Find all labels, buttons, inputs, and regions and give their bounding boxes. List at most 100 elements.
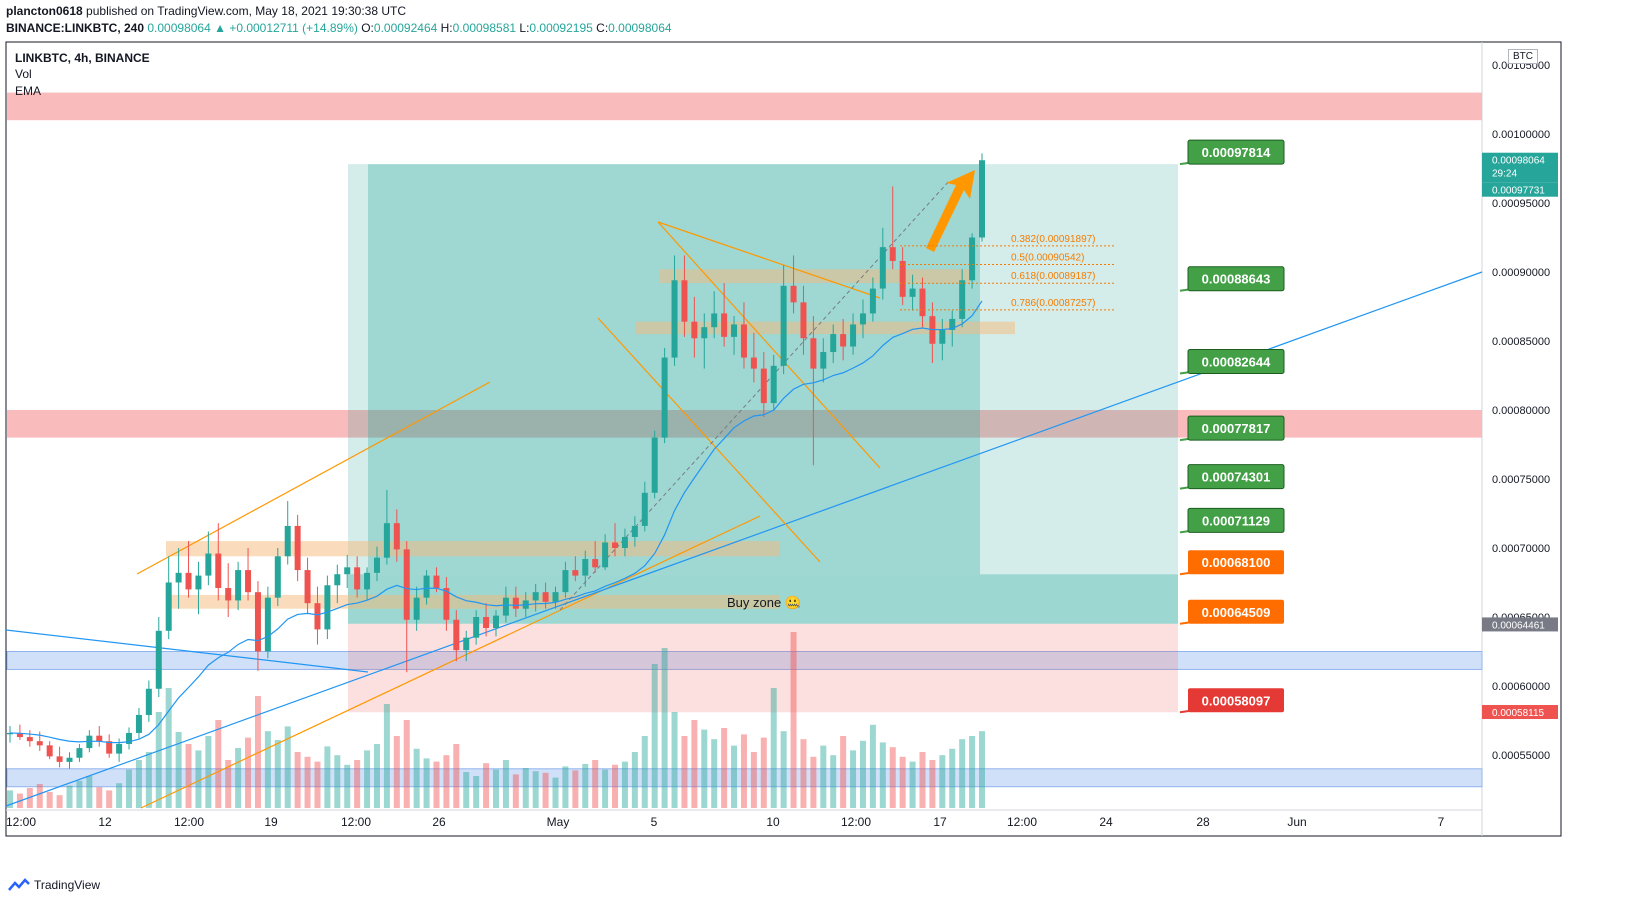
volume-bar-8 <box>86 776 93 808</box>
time-axis: 12:00 12 12:00 19 12:00 26 May 5 10 12:00 17 12:00 2… <box>6 815 1445 829</box>
candle-body-55 <box>552 592 559 602</box>
candle-body-70 <box>701 327 708 339</box>
candle-60 <box>602 534 609 571</box>
volume-bar-38 <box>383 704 390 808</box>
candle-61 <box>612 523 619 557</box>
candle-body-67 <box>671 280 678 358</box>
volume-bar-63 <box>631 752 638 808</box>
candle-body-6 <box>66 757 73 762</box>
candle-42 <box>423 570 430 605</box>
tradingview-label: TradingView <box>34 878 101 892</box>
candle-body-48 <box>483 617 490 629</box>
ema-legend[interactable]: EMA <box>15 84 42 98</box>
candle-body-83 <box>830 334 837 353</box>
low-value: 0.00092195 <box>529 21 593 35</box>
candle-20 <box>205 531 212 586</box>
ema-line <box>9 300 983 744</box>
candle-53 <box>532 583 539 612</box>
time-tick-13: 28 <box>1196 815 1210 829</box>
candle-63 <box>631 516 638 547</box>
volume-bar-6 <box>66 785 73 808</box>
candle-91 <box>909 274 916 311</box>
candle-59 <box>592 541 599 573</box>
zone-support-2 <box>6 651 1483 670</box>
target-text-5: 0.00071129 <box>1202 513 1270 528</box>
candle-body-23 <box>235 570 242 601</box>
symbol-legend[interactable]: LINKBTC, 4h, BINANCE <box>15 51 150 65</box>
volume-bar-54 <box>542 772 549 808</box>
candle-37 <box>373 546 380 582</box>
candle-body-31 <box>314 603 321 630</box>
tradingview-brand[interactable]: TradingView <box>8 878 100 892</box>
candle-body-77 <box>770 365 777 404</box>
target-label-8[interactable]: 0.00058097 <box>1179 688 1284 714</box>
candle-7 <box>76 743 83 762</box>
price-tick-6: 0.00075000 <box>1492 474 1550 486</box>
volume-bar-78 <box>780 731 787 808</box>
volume-bar-90 <box>899 756 906 808</box>
volume-bar-83 <box>830 755 837 808</box>
candle-49 <box>493 610 499 637</box>
trendline-6 <box>657 221 881 299</box>
target-label-5[interactable]: 0.00071129 <box>1179 507 1285 534</box>
candle-25 <box>254 581 261 671</box>
targets-layer: 0.00097814 0.00088643 0.00082644 0.00077817… <box>1179 139 1285 714</box>
volume-bar-47 <box>473 776 480 808</box>
target-label-1[interactable]: 0.00088643 <box>1179 266 1285 292</box>
ema-layer <box>9 300 983 744</box>
candle-94 <box>939 318 946 361</box>
volume-bar-87 <box>869 724 876 808</box>
trendline-5 <box>657 221 881 469</box>
time-tick-6: May <box>547 815 570 829</box>
target-label-6[interactable]: 0.00068100 <box>1179 550 1284 576</box>
candle-65 <box>651 430 658 499</box>
candle-64 <box>641 481 648 532</box>
candle-51 <box>512 586 519 617</box>
candle-body-57 <box>572 570 579 576</box>
vol-legend[interactable]: Vol <box>15 67 32 81</box>
symbol-label: BINANCE:LINKBTC, 240 <box>6 21 145 35</box>
candle-21 <box>215 523 222 601</box>
target-text-1: 0.00088643 <box>1202 272 1271 287</box>
target-label-7[interactable]: 0.00064509 <box>1179 599 1284 625</box>
candle-31 <box>314 586 321 645</box>
target-box-3 <box>1187 415 1285 441</box>
volume-bar-29 <box>294 752 301 808</box>
author-name[interactable]: plancton0618 <box>6 4 83 18</box>
currency-badge[interactable]: BTC <box>1508 49 1538 64</box>
volume-bar-34 <box>344 764 351 808</box>
candle-body-69 <box>691 321 698 339</box>
volume-bar-48 <box>483 763 490 808</box>
trendline-0 <box>136 381 491 575</box>
volume-bar-86 <box>859 740 866 808</box>
candle-84 <box>840 318 847 361</box>
target-label-3[interactable]: 0.00077817 <box>1179 415 1285 442</box>
time-tick-10: 17 <box>933 815 947 829</box>
candle-4 <box>46 741 53 760</box>
volume-bar-39 <box>393 736 400 808</box>
level-badge <box>1482 617 1558 632</box>
candle-body-43 <box>433 575 440 589</box>
trendline-4 <box>597 317 821 563</box>
volume-bar-65 <box>651 664 658 808</box>
candle-body-51 <box>512 597 519 609</box>
target-label-4[interactable]: 0.00074301 <box>1179 464 1285 490</box>
target-label-2[interactable]: 0.00082644 <box>1179 349 1285 375</box>
volume-bar-12 <box>126 769 133 808</box>
target-label-0[interactable]: 0.00097814 <box>1179 139 1285 166</box>
candle-10 <box>106 734 113 758</box>
volume-bar-58 <box>582 764 589 808</box>
volume-bar-91 <box>909 761 916 808</box>
candle-body-73 <box>731 324 738 337</box>
volume-bar-97 <box>969 736 976 808</box>
candle-body-81 <box>810 338 817 369</box>
volume-bar-44 <box>443 755 450 808</box>
candle-15 <box>155 617 162 698</box>
candle-body-90 <box>899 260 906 297</box>
volume-bar-40 <box>403 720 410 808</box>
candle-14 <box>145 680 152 722</box>
volume-bar-28 <box>284 726 291 808</box>
sr-box-3 <box>635 321 1015 335</box>
candle-body-91 <box>909 288 916 297</box>
